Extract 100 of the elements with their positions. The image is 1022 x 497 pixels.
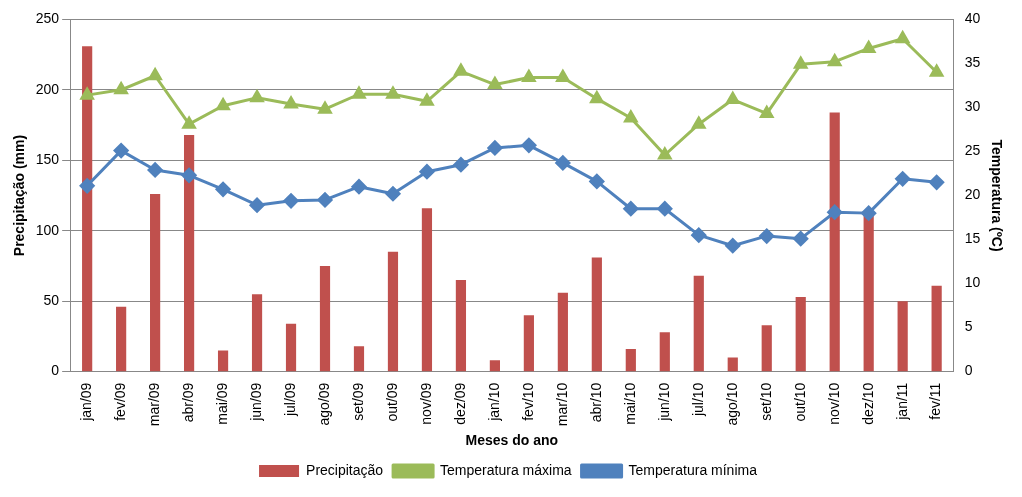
y2-tick-label: 35 — [964, 54, 981, 71]
point — [351, 179, 367, 195]
point — [216, 98, 230, 111]
point — [589, 173, 605, 189]
y-tick-label: 100 — [35, 221, 60, 238]
point — [725, 238, 741, 254]
y-tick-label: 50 — [43, 292, 60, 309]
y-tick-label: 150 — [35, 151, 60, 168]
point — [555, 155, 571, 171]
point — [692, 116, 706, 129]
x-tick-label: jul/09 — [281, 382, 298, 418]
bar — [455, 280, 467, 372]
y2-tick-label: 10 — [964, 274, 981, 291]
point — [929, 174, 945, 190]
bar — [217, 350, 229, 372]
point — [317, 192, 333, 208]
bar — [353, 346, 365, 372]
x-tick-label: nov/09 — [417, 382, 434, 425]
bar — [659, 332, 670, 372]
point — [691, 227, 707, 243]
point — [182, 116, 196, 129]
point — [181, 167, 197, 183]
x-tick-label: nov/10 — [825, 382, 842, 425]
legend-label: Temperatura máxima — [440, 461, 572, 478]
point — [726, 92, 740, 105]
x-tick-label: abr/10 — [587, 382, 604, 423]
point — [521, 137, 537, 153]
point — [760, 106, 774, 119]
bar — [557, 292, 568, 372]
bar — [795, 296, 806, 372]
bar — [693, 275, 704, 372]
point — [79, 178, 95, 194]
point — [624, 110, 638, 123]
legend-label: Precipitação — [306, 461, 384, 478]
point — [284, 96, 298, 109]
bar — [829, 112, 840, 372]
bar — [387, 251, 399, 372]
point — [114, 82, 128, 95]
point — [623, 201, 639, 217]
point — [386, 86, 400, 99]
point — [487, 140, 503, 156]
x-tick-label: fev/09 — [111, 382, 128, 421]
point — [250, 90, 264, 103]
point — [590, 91, 604, 104]
x-tick-label: mai/09 — [213, 382, 230, 425]
x-tick-label: ago/09 — [315, 382, 332, 426]
point — [793, 231, 809, 247]
point — [419, 164, 435, 180]
x-tick-label: mar/10 — [553, 382, 570, 427]
bar — [591, 257, 602, 372]
bar — [319, 265, 331, 372]
x-tick-label: jan/11 — [893, 382, 910, 421]
x-tick-label: jan/10 — [485, 382, 502, 422]
y-tick-label: 250 — [35, 10, 60, 27]
y-tick-label: 0 — [51, 362, 60, 379]
bar — [183, 134, 195, 372]
bar — [727, 357, 738, 372]
y2-tick-label: 40 — [964, 10, 981, 27]
point — [895, 31, 910, 44]
x-tick-label: mai/10 — [621, 382, 638, 425]
bar — [897, 301, 908, 372]
x-tick-label: jun/09 — [247, 382, 264, 422]
point — [148, 68, 162, 81]
y2-tick-label: 30 — [964, 98, 981, 115]
y2-tick-label: 20 — [964, 186, 981, 203]
bar — [421, 208, 433, 372]
point — [113, 143, 129, 159]
point — [283, 193, 299, 209]
point — [556, 70, 570, 83]
bar — [116, 306, 127, 372]
x-tick-label: abr/09 — [179, 382, 196, 423]
point — [454, 63, 468, 76]
bar — [150, 194, 161, 372]
y2-tick-label: 0 — [964, 362, 973, 379]
point — [929, 64, 944, 77]
point — [861, 40, 876, 53]
x-tick-label: jun/10 — [655, 382, 672, 422]
x-tick-label: set/10 — [757, 382, 774, 421]
point — [794, 56, 808, 69]
point — [215, 181, 231, 197]
y-axis-title: Precipitação (mm) — [11, 134, 28, 257]
point — [759, 228, 775, 244]
x-tick-label: jan/09 — [78, 382, 95, 422]
point — [80, 87, 94, 100]
x-tick-label: dez/10 — [859, 382, 876, 425]
y2-axis-title: Temperatura (ºC) — [988, 139, 1005, 252]
x-tick-label: mar/09 — [145, 382, 162, 427]
bar — [251, 294, 263, 372]
point — [522, 70, 536, 83]
point — [385, 186, 401, 202]
x-tick-label: fev/10 — [519, 382, 536, 421]
point — [352, 86, 366, 99]
bar — [523, 315, 534, 372]
y2-tick-label: 5 — [964, 318, 973, 335]
bar — [761, 325, 772, 372]
bar — [285, 323, 297, 372]
point — [828, 54, 842, 67]
y2-tick-label: 15 — [964, 230, 981, 247]
bar — [625, 349, 636, 372]
point — [895, 171, 911, 187]
